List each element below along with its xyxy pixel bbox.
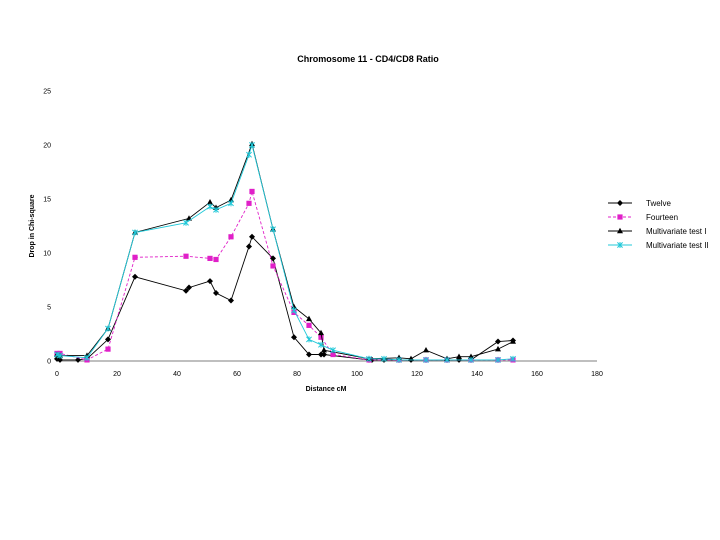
data-point	[132, 254, 138, 260]
y-tick-label: 10	[43, 251, 51, 258]
data-point	[381, 355, 387, 362]
data-point	[207, 203, 213, 210]
data-point	[183, 253, 189, 259]
data-point	[423, 347, 429, 353]
y-axis-label: Drop in Chi-square	[29, 194, 36, 257]
data-point	[84, 354, 90, 361]
series-line	[56, 235, 514, 361]
data-point	[306, 315, 312, 322]
data-point	[228, 297, 234, 304]
legend-marker	[617, 214, 623, 220]
data-point	[270, 226, 276, 233]
x-tick-label: 100	[351, 371, 363, 378]
x-tick-label: 20	[113, 371, 121, 378]
data-point	[291, 334, 297, 341]
x-axis-ticks: 0 20 40 60 80 100 120 140 160 180	[55, 371, 603, 378]
series-layer	[54, 140, 516, 363]
series-3	[54, 140, 516, 362]
data-point	[270, 263, 276, 269]
data-point	[330, 347, 336, 354]
data-point	[318, 341, 324, 348]
data-point	[495, 338, 501, 345]
data-point	[57, 356, 63, 363]
data-point	[510, 338, 516, 344]
data-point	[213, 256, 219, 263]
data-point	[495, 345, 501, 352]
data-point	[306, 336, 312, 343]
data-point	[57, 352, 63, 359]
data-point	[132, 273, 138, 280]
x-tick-label: 160	[531, 371, 543, 378]
data-point	[246, 151, 252, 158]
data-point	[132, 229, 138, 236]
x-tick-label: 120	[411, 371, 423, 378]
data-point	[468, 353, 474, 359]
data-point	[105, 325, 111, 332]
data-point	[207, 278, 213, 285]
data-point	[213, 206, 219, 213]
y-tick-label: 25	[43, 89, 51, 96]
y-tick-label: 20	[43, 143, 51, 150]
series-line	[56, 142, 514, 360]
x-tick-label: 80	[293, 371, 301, 378]
data-point	[396, 356, 402, 363]
data-point	[213, 289, 219, 296]
data-point	[228, 196, 234, 203]
data-point	[495, 356, 501, 363]
data-point	[186, 284, 192, 291]
legend-label: Twelve	[646, 199, 671, 208]
data-point	[318, 329, 324, 336]
legend-marker	[617, 242, 623, 248]
legend-marker	[617, 227, 623, 234]
data-point	[183, 287, 189, 294]
data-point	[183, 219, 189, 226]
legend-label: Multivariate test II	[646, 241, 709, 250]
data-point	[510, 355, 516, 362]
legend-label: Fourteen	[646, 213, 678, 222]
series-4	[54, 142, 516, 363]
data-point	[366, 355, 372, 362]
series-line	[56, 143, 514, 361]
y-tick-label: 15	[43, 197, 51, 204]
x-axis-label: Distance cM	[306, 386, 347, 393]
data-point	[330, 351, 336, 358]
chart-title: Chromosome 11 - CD4/CD8 Ratio	[297, 54, 439, 64]
data-point	[423, 356, 429, 363]
data-point	[75, 356, 81, 363]
legend-label: Multivariate test I	[646, 227, 706, 236]
data-point	[246, 243, 252, 250]
y-tick-label: 5	[47, 305, 51, 312]
data-point	[105, 346, 111, 352]
data-point	[207, 199, 213, 205]
y-tick-label: 0	[47, 359, 51, 366]
x-tick-label: 0	[55, 371, 59, 378]
data-point	[207, 255, 213, 261]
data-point	[228, 234, 234, 240]
x-tick-label: 40	[173, 371, 181, 378]
data-point	[321, 351, 327, 358]
x-tick-label: 140	[471, 371, 483, 378]
data-point	[291, 307, 297, 314]
data-point	[318, 334, 324, 340]
data-point	[321, 347, 327, 353]
data-point	[249, 142, 255, 148]
data-point	[105, 336, 111, 343]
y-axis-ticks: 0 5 10 15 20 25	[43, 89, 51, 366]
data-point	[468, 356, 474, 363]
data-point	[249, 188, 255, 195]
data-point	[306, 351, 312, 358]
data-point	[249, 233, 255, 240]
x-tick-label: 180	[591, 371, 603, 378]
data-point	[306, 322, 312, 328]
data-point	[444, 356, 450, 363]
data-point	[456, 353, 462, 359]
data-point	[291, 303, 297, 310]
legend-marker	[617, 200, 623, 206]
data-point	[246, 200, 252, 206]
data-point	[228, 200, 234, 207]
legend: Twelve Fourteen Multivariate test I Multiva…	[608, 199, 709, 250]
x-tick-label: 60	[233, 371, 241, 378]
